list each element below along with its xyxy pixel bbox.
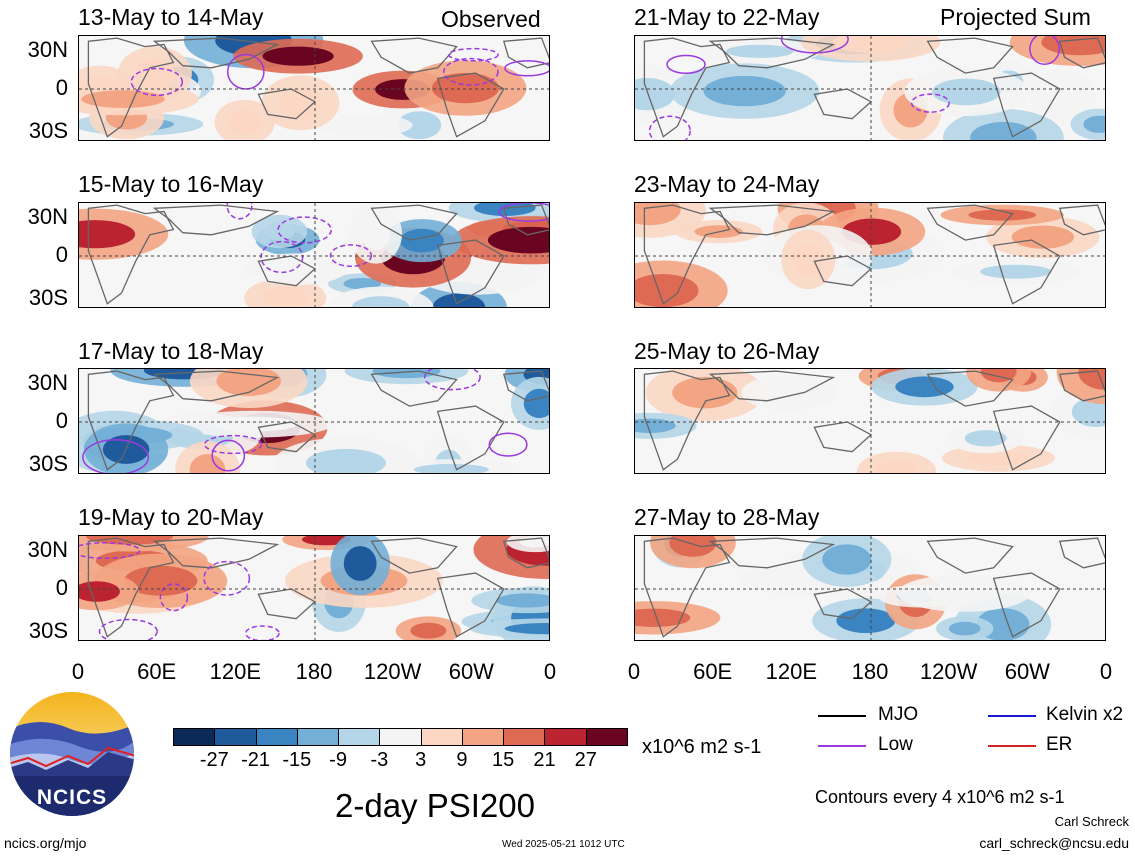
lon-label: 120E	[209, 659, 262, 684]
colorbar-cell	[503, 728, 546, 746]
contours-note: Contours every 4 x10^6 m2 s-1	[815, 787, 1065, 807]
lon-label: 180	[851, 659, 889, 684]
lon-label: 120W	[363, 659, 422, 684]
legend-line-mjo	[818, 715, 866, 717]
colorbar-cell	[255, 728, 298, 746]
map-panel	[634, 202, 1106, 308]
ncics-logo: NCICS	[10, 692, 134, 816]
lat-label-30n: 30N	[27, 537, 68, 562]
lon-label: 0	[1099, 659, 1113, 684]
lat-label-eq: 0	[55, 242, 68, 267]
map-panel	[78, 202, 550, 308]
colorbar-cell	[585, 728, 628, 746]
colorbar-tick-label: 15	[492, 749, 515, 771]
colorbar-cell	[214, 728, 257, 746]
colorbar-tick-label: 9	[456, 749, 468, 771]
lon-label: 60W	[1004, 659, 1050, 684]
lon-label: 180	[295, 659, 333, 684]
map-panel	[634, 35, 1106, 141]
panel-tag-observed: Observed	[441, 6, 541, 32]
colorbar-cell	[338, 728, 381, 746]
lat-label-eq: 0	[55, 408, 68, 433]
colorbar-tick-label: 3	[415, 749, 427, 771]
legend-label-mjo: MJO	[878, 704, 919, 725]
legend-label-er: ER	[1046, 734, 1073, 755]
lon-label: 0	[71, 659, 85, 684]
colorbar-tick-label: 21	[533, 749, 556, 771]
panel-title-7: 25-May to 26-May	[634, 338, 820, 364]
lat-label-30s: 30S	[28, 285, 68, 310]
panel-title-8: 27-May to 28-May	[634, 504, 820, 530]
lon-label: 60W	[448, 659, 494, 684]
colorbar	[173, 728, 628, 746]
colorbar-tick-label: 27	[574, 749, 597, 771]
legend-line-kelvin	[988, 715, 1036, 717]
panel-title-6: 23-May to 24-May	[634, 171, 820, 197]
lat-label-eq: 0	[55, 575, 68, 600]
map-panel	[634, 535, 1106, 641]
lat-label-30n: 30N	[27, 204, 68, 229]
colorbar-cell	[461, 728, 505, 746]
panel-title-5: 21-May to 22-May	[634, 4, 820, 30]
footer-timestamp: Wed 2025-05-21 1012 UTC	[502, 839, 625, 850]
lon-label: 120E	[765, 659, 818, 684]
colorbar-tick-label: -3	[370, 749, 389, 771]
colorbar-cell	[379, 728, 422, 746]
lat-label-eq: 0	[55, 75, 68, 100]
lat-label-30n: 30N	[27, 37, 68, 62]
legend-label-kelvin: Kelvin x2	[1046, 704, 1124, 725]
colorbar-unit: x10^6 m2 s-1	[642, 736, 762, 758]
lon-label: 0	[627, 659, 641, 684]
colorbar-cell	[296, 728, 340, 746]
panel-title-1: 13-May to 14-May	[78, 4, 264, 30]
map-panel	[78, 368, 550, 474]
legend-label-low: Low	[878, 734, 913, 755]
lat-label-30s: 30S	[28, 118, 68, 143]
lat-label-30n: 30N	[27, 370, 68, 395]
lat-label-30s: 30S	[28, 618, 68, 643]
colorbar-cell	[173, 728, 216, 746]
panel-title-4: 19-May to 20-May	[78, 504, 264, 530]
colorbar-tick-label: -9	[329, 749, 347, 771]
panel-tag-projected: Projected Sum	[940, 4, 1091, 30]
colorbar-tick-label: -21	[241, 749, 270, 771]
footer-email: carl_schreck@ncsu.edu	[979, 835, 1129, 851]
footer-author: Carl Schreck	[1054, 814, 1129, 829]
colorbar-tick-label: -27	[199, 749, 229, 771]
main-title: 2-day PSI200	[335, 787, 535, 824]
map-panel	[634, 368, 1106, 474]
map-panel	[78, 35, 550, 141]
panel-title-2: 15-May to 16-May	[78, 171, 264, 197]
colorbar-cell	[544, 728, 587, 746]
map-panel	[78, 535, 550, 641]
logo-text: NCICS	[37, 786, 107, 809]
lon-label: 60E	[693, 659, 733, 684]
lon-label: 120W	[919, 659, 978, 684]
colorbar-tick-label: -15	[282, 749, 312, 771]
colorbar-cell	[420, 728, 463, 746]
legend-line-low	[818, 745, 866, 747]
panel-title-3: 17-May to 18-May	[78, 338, 264, 364]
footer-site: ncics.org/mjo	[4, 835, 87, 851]
lat-label-30s: 30S	[28, 451, 68, 476]
legend-line-er	[988, 745, 1036, 747]
lon-label: 0	[543, 659, 557, 684]
lon-label: 60E	[137, 659, 177, 684]
